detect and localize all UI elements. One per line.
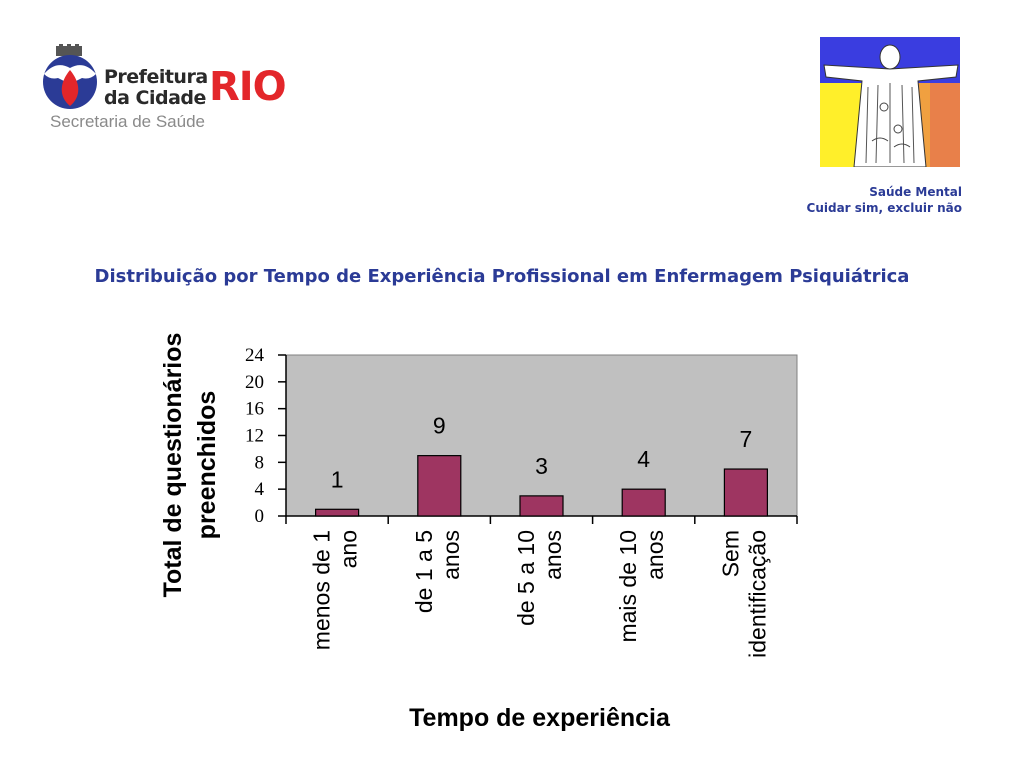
y-tick-label: 12 xyxy=(245,426,264,447)
category-label-line: anos xyxy=(438,530,464,580)
y-axis-title-line: preenchidos xyxy=(193,391,221,540)
saude-mental-illustration xyxy=(820,37,960,167)
bar xyxy=(519,495,564,517)
category-label-line: de 5 a 10 xyxy=(513,530,539,626)
data-label: 3 xyxy=(535,453,548,479)
category-label-line: ano xyxy=(336,530,362,568)
y-axis-title-line: Total de questionários xyxy=(159,333,187,598)
y-tick-label: 24 xyxy=(245,345,265,366)
bar xyxy=(315,508,360,517)
logo-text-prefeitura: Prefeitura xyxy=(104,66,208,88)
category-label: menos de 1ano xyxy=(309,530,362,650)
data-label: 7 xyxy=(740,426,753,452)
data-label: 1 xyxy=(331,466,344,492)
x-axis-title: Tempo de experiência xyxy=(409,704,671,732)
bar xyxy=(417,455,462,517)
category-label-line: anos xyxy=(540,530,566,580)
tagline: Saúde Mental Cuidar sim, excluir não xyxy=(807,184,962,216)
category-label-line: menos de 1 xyxy=(309,530,335,650)
category-label-line: identificação xyxy=(744,530,770,658)
y-tick-label: 4 xyxy=(255,479,265,500)
bar xyxy=(621,488,666,517)
bar xyxy=(723,468,769,517)
category-label-line: anos xyxy=(642,530,668,580)
category-label-line: de 1 a 5 xyxy=(411,530,437,613)
category-label: mais de 10anos xyxy=(615,530,668,643)
category-label: de 5 a 10anos xyxy=(513,530,566,626)
city-emblem-icon xyxy=(43,44,97,109)
data-label: 9 xyxy=(433,413,446,439)
y-tick-label: 8 xyxy=(255,452,265,473)
chart-title: Distribuição por Tempo de Experiência Pr… xyxy=(94,266,910,287)
tagline-line1: Saúde Mental xyxy=(869,185,962,199)
category-label-line: mais de 10 xyxy=(615,530,641,643)
tagline-line2: Cuidar sim, excluir não xyxy=(806,201,962,215)
data-label: 4 xyxy=(637,446,650,472)
category-label: de 1 a 5anos xyxy=(411,530,464,613)
logo-subtitle: Secretaria de Saúde xyxy=(50,112,205,131)
category-label-line: Sem xyxy=(717,530,743,577)
logo-text-cidade: da Cidade xyxy=(104,87,206,109)
plot-area xyxy=(285,354,798,517)
y-tick-label: 16 xyxy=(245,399,264,420)
y-tick-label: 0 xyxy=(255,506,265,527)
logo-text-rio: RIO xyxy=(209,64,287,110)
y-tick-label: 20 xyxy=(245,372,264,393)
y-axis-title: Total de questionários preenchidos xyxy=(159,333,221,598)
prefeitura-logo: Prefeitura da Cidade RIO Secretaria de S… xyxy=(36,40,316,135)
category-label: Semidentificação xyxy=(717,530,770,658)
